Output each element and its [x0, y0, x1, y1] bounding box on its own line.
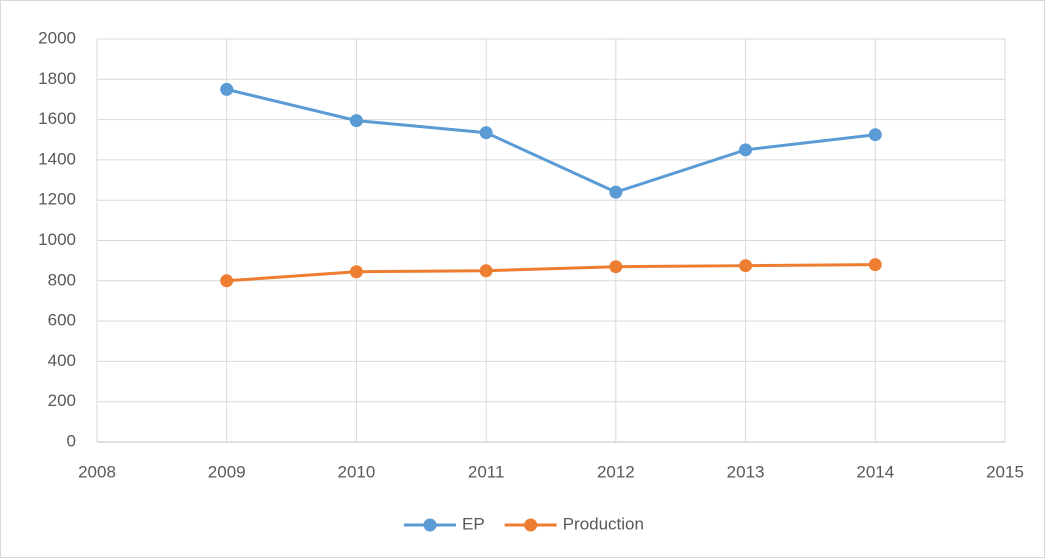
- series-line: [226, 87, 876, 194]
- y-tick-label: 2000: [38, 28, 76, 47]
- legend-label: Production: [563, 514, 644, 533]
- x-tick-label: 2010: [338, 462, 376, 481]
- y-tick-label: 200: [48, 391, 76, 410]
- x-tick-label: 2013: [727, 462, 765, 481]
- y-tick-label: 1800: [38, 69, 76, 88]
- data-point: [609, 260, 623, 274]
- data-point: [220, 274, 234, 288]
- y-tick-label: 400: [48, 351, 76, 370]
- y-tick-label: 1400: [38, 149, 76, 168]
- y-tick-label: 1000: [38, 230, 76, 249]
- y-tick-label: 0: [67, 431, 76, 450]
- y-tick-label: 600: [48, 311, 76, 330]
- x-tick-label: 2011: [468, 462, 505, 481]
- y-tick-label: 1200: [38, 190, 76, 209]
- legend-label: EP: [462, 514, 485, 533]
- y-tick-label: 1600: [38, 109, 76, 128]
- data-point: [739, 143, 753, 157]
- y-tick-label: 800: [48, 270, 76, 289]
- x-tick-label: 2009: [208, 462, 246, 481]
- x-tick-label: 2008: [78, 462, 116, 481]
- data-point: [739, 259, 753, 273]
- data-point: [868, 128, 882, 142]
- series-line: [226, 263, 876, 283]
- data-point: [868, 258, 882, 272]
- x-tick-label: 2014: [856, 462, 894, 481]
- data-point: [479, 126, 493, 140]
- data-point: [349, 114, 363, 128]
- legend-marker: [524, 518, 538, 532]
- legend-marker: [423, 518, 437, 532]
- x-tick-label: 2012: [597, 462, 635, 481]
- data-point: [220, 82, 234, 96]
- data-point: [349, 265, 363, 279]
- data-point: [609, 185, 623, 199]
- x-tick-label: 2015: [986, 462, 1024, 481]
- data-point: [479, 264, 493, 278]
